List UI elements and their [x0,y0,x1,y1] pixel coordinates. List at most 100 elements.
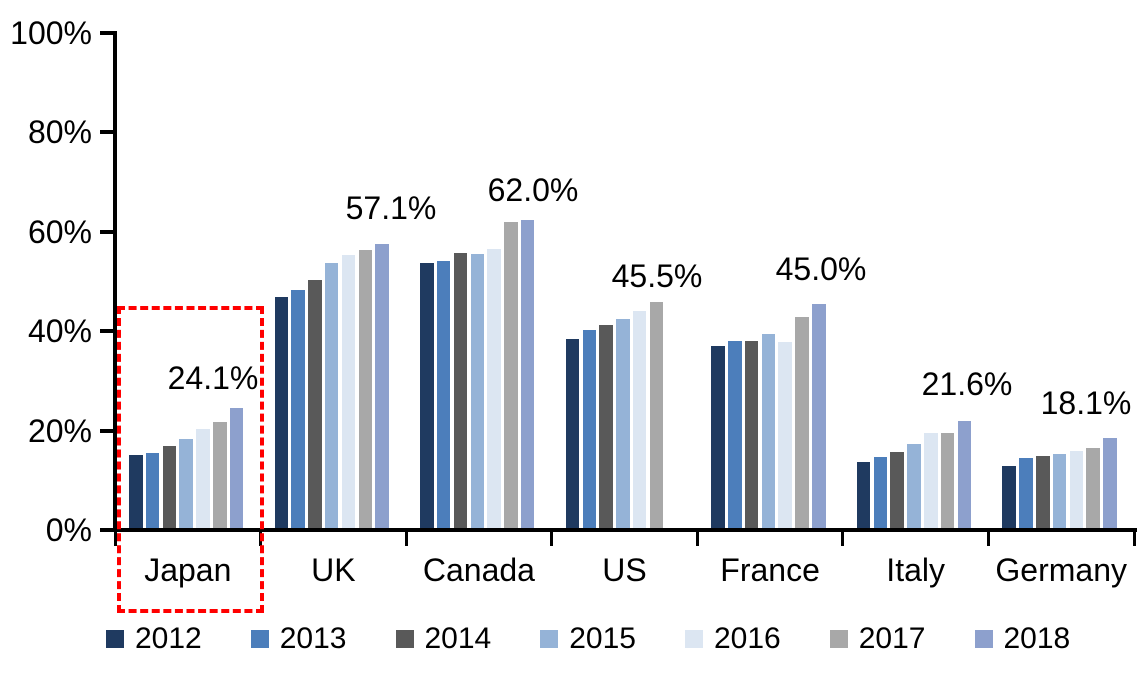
legend-swatch-2012 [106,630,124,648]
bar-japan-2013 [145,453,160,528]
y-axis-label-80%: 80% [27,114,92,151]
bar-us-2017 [649,302,664,528]
bar-italy-2013 [873,457,888,528]
bar-france-2014 [744,341,759,528]
legend-item-2018: 2018 [974,622,1071,656]
legend: 2012 2013 2014 2015 2016 2017 2018 [106,622,1070,656]
bar-france-2017 [795,317,809,528]
legend-label-2013: 2013 [279,622,347,655]
legend-item-2016: 2016 [685,622,781,656]
legend-swatch-2018 [974,630,993,648]
bar-japan-2018 [229,408,244,528]
x-tick-6 [986,530,990,546]
bar-uk-2017 [358,250,373,528]
bar-france-2012 [711,346,725,528]
legend-item-2014: 2014 [395,622,492,656]
bar-italy-2014 [890,452,904,528]
bar-uk-2013 [291,290,305,528]
data-label-italy: 21.6% [921,366,1013,402]
x-tick-0 [113,530,117,546]
data-label-germany: 18.1% [1040,385,1132,421]
y-tick-0% [100,528,115,532]
bar-france-2013 [728,341,742,528]
bar-france-2018 [812,304,826,528]
category-label-canada: Canada [422,552,535,588]
bar-italy-2015 [907,444,921,528]
bar-canada-2016 [487,249,501,528]
legend-item-2012: 2012 [106,622,202,656]
bar-italy-2016 [924,433,938,528]
bar-germany-2017 [1086,448,1100,528]
data-label-japan: 24.1% [167,360,259,396]
bar-germany-2016 [1069,451,1084,528]
x-tick-5 [841,530,845,546]
bar-canada-2013 [436,261,451,528]
legend-label-2015: 2015 [569,622,636,655]
category-label-uk: UK [311,552,356,588]
bar-japan-2012 [129,455,143,528]
y-axis-label-0%: 0% [45,512,92,548]
x-tick-3 [550,530,554,546]
legend-item-2017: 2017 [829,622,926,656]
bar-us-2014 [599,325,613,528]
bar-france-2016 [778,342,792,528]
legend-label-2017: 2017 [858,622,926,655]
bar-us-2015 [616,319,630,528]
bar-uk-2016 [341,255,356,528]
bar-japan-2017 [213,422,227,528]
category-label-france: France [720,552,820,588]
category-label-germany: Germany [995,552,1127,588]
y-axis-line [113,31,117,532]
bar-uk-2014 [308,280,322,528]
bar-uk-2015 [324,263,339,528]
data-label-uk: 57.1% [345,190,437,226]
legend-swatch-2014 [395,630,414,648]
bar-germany-2015 [1052,454,1067,528]
bar-italy-2012 [856,462,871,528]
bar-canada-2015 [470,254,485,528]
x-tick-7 [1132,530,1136,546]
bar-us-2013 [582,330,596,528]
data-label-france: 45.0% [775,251,867,287]
y-tick-20% [100,428,115,433]
legend-label-2012: 2012 [135,622,202,655]
category-label-italy: Italy [886,552,945,588]
legend-swatch-2017 [829,630,848,648]
bar-germany-2012 [1002,466,1016,528]
bar-japan-2015 [179,439,193,528]
x-tick-4 [695,530,699,546]
legend-swatch-2013 [250,630,269,648]
y-tick-40% [100,329,115,334]
y-axis-label-60%: 60% [27,213,92,250]
y-axis-label-20%: 20% [27,412,92,449]
bar-canada-2012 [420,263,434,528]
legend-item-2013: 2013 [250,622,347,656]
legend-item-2015: 2015 [540,622,636,656]
bar-germany-2014 [1036,456,1050,528]
bar-germany-2013 [1019,458,1033,528]
japan-highlight-box [117,306,264,613]
y-axis-label-40%: 40% [27,313,92,350]
bar-canada-2017 [504,222,518,528]
legend-swatch-2015 [540,630,559,648]
bar-canada-2014 [453,253,468,528]
legend-label-2014: 2014 [424,622,492,655]
legend-swatch-2016 [685,630,703,648]
bar-france-2015 [761,334,776,528]
legend-label-2016: 2016 [714,622,781,655]
bar-canada-2018 [520,220,535,528]
bar-japan-2014 [162,446,177,528]
category-label-japan: Japan [144,552,232,588]
bar-us-2012 [565,339,580,528]
legend-label-2018: 2018 [1003,622,1071,655]
bar-italy-2018 [957,421,972,528]
y-tick-60% [100,229,115,234]
y-tick-80% [100,130,115,135]
bar-uk-2012 [274,297,289,528]
y-axis-label-100%: 100% [10,15,92,51]
bar-japan-2016 [196,429,210,528]
bar-italy-2017 [940,433,955,528]
bar-us-2016 [632,311,647,528]
data-label-canada: 62.0% [487,172,579,208]
